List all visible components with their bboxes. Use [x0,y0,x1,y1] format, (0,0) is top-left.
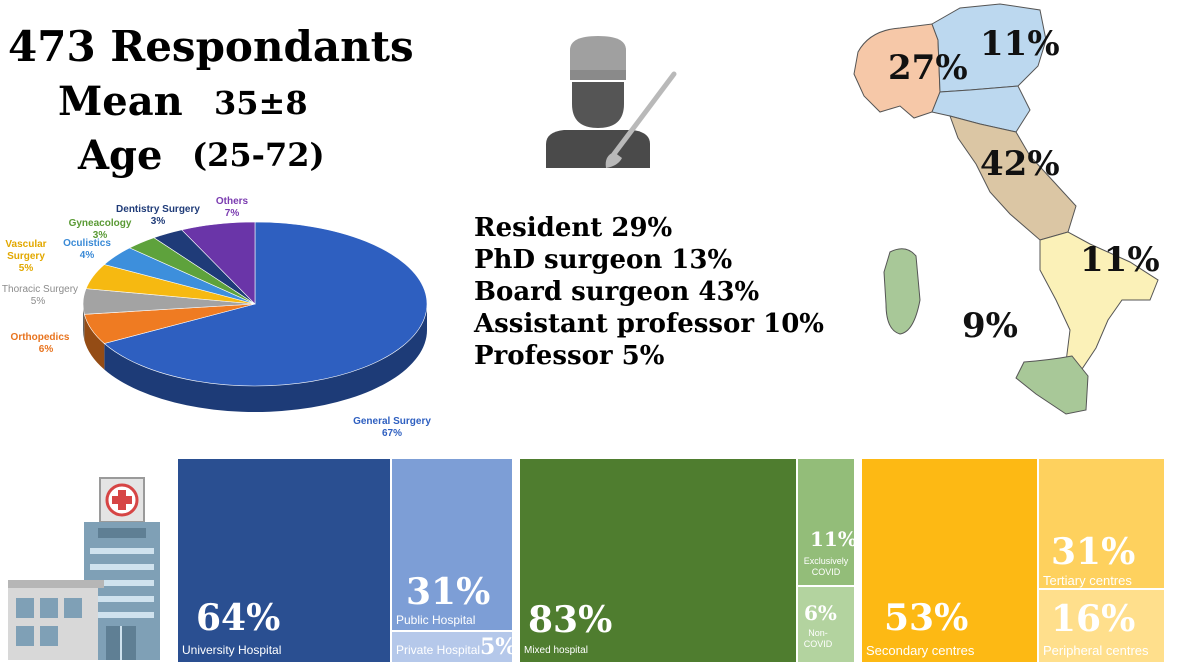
pie-label-general-surgery: General Surgery [353,416,431,427]
pie-label-vascular: Vascular [5,239,46,250]
tm-exclusively-covid-label: Exclusively COVID [803,556,849,577]
tm-secondary-centres-label: Secondary centres [866,643,975,658]
tm-non-covid: 6% Non-COVID [797,586,855,663]
pie-value-others: 7% [225,208,240,219]
pie-label-dentistry-surgery: Dentistry Surgery [116,204,200,215]
map-label-south: 11% [1080,240,1160,280]
role-resident: Resident 29% [474,213,673,243]
pie-value-dentistry-surgery: 3% [151,216,166,227]
pie-side-1 [84,314,105,370]
tm-university-hospital-label: University Hospital [182,643,282,657]
map-label-islands: 9% [962,306,1018,346]
map-label-centre: 42% [980,144,1060,184]
tm-mixed-hospital: 83% Mixed hospital [519,458,797,663]
tm-exclusively-covid-value: 11% [810,527,855,551]
role-board-surgeon: Board surgeon 43% [474,277,760,307]
tm-secondary-centres-value: 53% [884,597,969,639]
tm-mixed-hospital-label: Mixed hospital [524,645,588,656]
mean-value: 35±8 [214,84,308,122]
map-label-north-west: 27% [888,48,968,88]
respondents-count: 473 Respondants [8,22,414,71]
tm-secondary-centres: 53% Secondary centres [861,458,1038,663]
mean-label: Mean [58,78,183,125]
roles-list: Resident 29% PhD surgeon 13% Board surge… [474,212,824,372]
region-north-east [931,3,1047,93]
pie-label-others: Others [216,196,249,207]
pie-value-vascular-surgery: 5% [19,263,34,274]
tm-mixed-hospital-value: 83% [528,599,613,641]
italy-map [853,3,1159,415]
pie-value-orthopedics: 6% [39,344,54,355]
age-label: Age [78,132,163,179]
tm-university-hospital-value: 64% [196,597,281,639]
tm-non-covid-value: 6% [804,601,837,625]
pie-label-oculistics: Oculistics [63,238,111,249]
tm-private-hospital-label: Private Hospital [396,643,481,657]
tm-public-hospital: 31% Public Hospital [391,458,513,631]
pie-label-surgery: Surgery [7,251,45,262]
surgeon-icon [546,36,677,168]
tm-peripheral-centres-label: Peripheral centres [1043,643,1149,658]
tm-public-hospital-value: 31% [406,571,491,613]
tm-non-covid-label: Non-COVID [803,628,833,649]
pie-value-general-surgery: 67% [382,428,402,439]
region-south [1039,231,1159,373]
pie-slices [82,221,428,387]
region-sicily [1015,355,1089,415]
pie-labels: General Surgery 67% Orthopedics 6% Thora… [2,196,431,439]
role-professor: Professor 5% [474,341,665,371]
specialty-pie-chart: General Surgery 67% Orthopedics 6% Thora… [2,196,431,439]
tm-peripheral-centres: 16% Peripheral centres [1038,589,1165,663]
tm-university-hospital: 64% University Hospital [177,458,391,663]
tm-peripheral-centres-value: 16% [1051,598,1136,640]
region-north-west [853,23,941,119]
tm-tertiary-centres: 31% Tertiary centres [1038,458,1165,589]
pie-label-orthopedics: Orthopedics [11,332,70,343]
tm-public-hospital-label: Public Hospital [396,613,476,627]
tm-private-hospital: Private Hospital 5% [391,631,513,663]
tm-private-hospital-value: 5% [480,634,513,660]
pie-value-oculistics: 4% [80,250,95,261]
map-label-north-east: 11% [980,24,1060,64]
age-range: (25-72) [192,136,325,174]
pie-label-thoracic-surgery: Thoracic Surgery [2,284,78,295]
tm-tertiary-centres-label: Tertiary centres [1043,573,1132,588]
pie-slice-others [181,221,256,305]
role-phd-surgeon: PhD surgeon 13% [474,245,733,275]
pie-slice-general-surgery [103,221,428,387]
pie-value-thoracic-surgery: 5% [31,296,46,307]
tm-tertiary-centres-value: 31% [1051,531,1136,573]
region-sardinia [883,248,921,335]
pie-label-gyneacology: Gyneacology [69,218,132,229]
tm-exclusively-covid: 11% Exclusively COVID [797,458,855,586]
hospital-icon [8,477,160,660]
pie-side-0 [104,304,427,412]
role-assistant-professor: Assistant professor 10% [474,309,824,339]
pie-value-gyneacology: 3% [93,230,108,241]
